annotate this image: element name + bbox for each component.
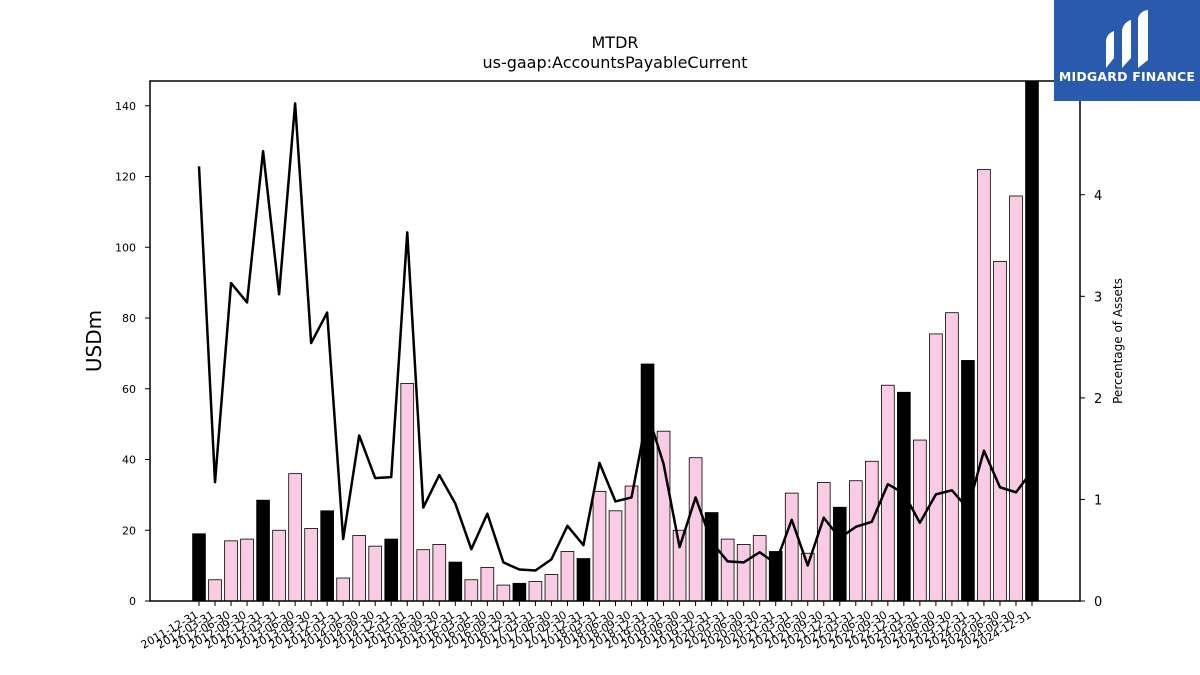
bar-2020-06-30: [736, 544, 751, 602]
y-tick-label: 0: [129, 595, 136, 608]
bar-2017-06-30: [544, 574, 559, 602]
y2-tick-label: 3: [1094, 290, 1102, 305]
y2-tick-label: 0: [1094, 595, 1102, 610]
bar-2014-03-31: [336, 577, 350, 602]
y-tick-label: 80: [122, 312, 136, 325]
bar-2013-09-30: [304, 528, 318, 602]
y2-tick-label: 1: [1094, 493, 1102, 508]
bar-2015-03-31: [400, 383, 415, 602]
bar-2023-06-30: [929, 333, 943, 602]
bar-2022-12-31: [897, 391, 911, 602]
chart-subtitle: us-gaap:AccountsPayableCurrent: [482, 53, 747, 72]
bar-2016-09-30: [496, 584, 511, 602]
y-tick-label: 40: [122, 454, 136, 467]
bar-2024-03-31: [977, 169, 991, 602]
y-tick-label: 60: [122, 383, 136, 396]
bar-2018-12-31: [640, 363, 655, 602]
bar-2022-03-31: [848, 480, 863, 602]
bar-2018-09-30: [624, 485, 639, 602]
bar-2014-06-30: [352, 535, 366, 602]
chart-title: MTDR: [591, 33, 638, 52]
bar-2012-03-31: [208, 579, 222, 602]
bar-2021-09-30: [816, 482, 831, 602]
bar-2018-03-31: [592, 490, 607, 602]
bar-2012-09-30: [240, 538, 254, 602]
bar-2024-09-30: [1009, 195, 1023, 602]
bar-2014-09-30: [368, 545, 383, 602]
bar-2017-03-31: [528, 581, 543, 602]
bar-2019-03-31: [656, 430, 671, 602]
bar-2016-03-31: [464, 579, 479, 602]
y-tick-label: 100: [115, 241, 136, 254]
bar-2011-12-31: [192, 533, 206, 602]
bar-2016-06-30: [480, 566, 495, 602]
bar-2012-12-31: [256, 499, 270, 602]
y-tick-label: 20: [122, 524, 136, 537]
bar-2023-12-31: [961, 360, 975, 602]
bar-2023-09-30: [945, 312, 959, 602]
logo-text: MIDGARD FINANCE: [1058, 69, 1196, 84]
bar-2014-12-31: [384, 538, 399, 602]
bar-2016-12-31: [512, 582, 527, 602]
bar-2021-12-31: [832, 506, 847, 602]
bar-2019-09-30: [688, 457, 703, 602]
bar-2020-03-31: [720, 538, 735, 602]
y2-tick-label: 2: [1094, 392, 1102, 407]
bar-2020-09-30: [752, 535, 767, 602]
bar-2015-12-31: [448, 561, 463, 602]
y-tick-label: 120: [115, 171, 136, 184]
y2-tick-label: 4: [1094, 189, 1102, 204]
midgard-finance-logo: MIDGARD FINANCE: [1054, 0, 1200, 101]
bar-2012-06-30: [224, 540, 238, 602]
bar-2021-03-31: [784, 492, 799, 602]
bar-2015-06-30: [416, 549, 431, 602]
bar-2013-06-30: [288, 473, 302, 602]
bar-2017-09-30: [560, 551, 575, 602]
percentage-line: [197, 102, 1033, 572]
plot-frame: [149, 80, 1081, 602]
bar-2013-03-31: [272, 529, 286, 602]
bar-2015-09-30: [432, 544, 447, 602]
y2-axis-label: Percentage of Assets: [1111, 278, 1125, 404]
y-tick-label: 140: [115, 100, 136, 113]
bar-2013-12-31: [320, 510, 334, 602]
bar-2017-12-31: [576, 558, 591, 602]
bar-2021-06-30: [800, 552, 815, 602]
bar-2024-12-31: [1025, 80, 1039, 602]
bar-2018-06-30: [608, 510, 623, 602]
y-axis-label: USDm: [82, 310, 106, 372]
bar-2019-12-31: [704, 512, 719, 602]
bar-2022-06-30: [865, 460, 879, 602]
bar-2024-06-30: [993, 261, 1007, 602]
logo-mark-icon: [1106, 10, 1148, 68]
